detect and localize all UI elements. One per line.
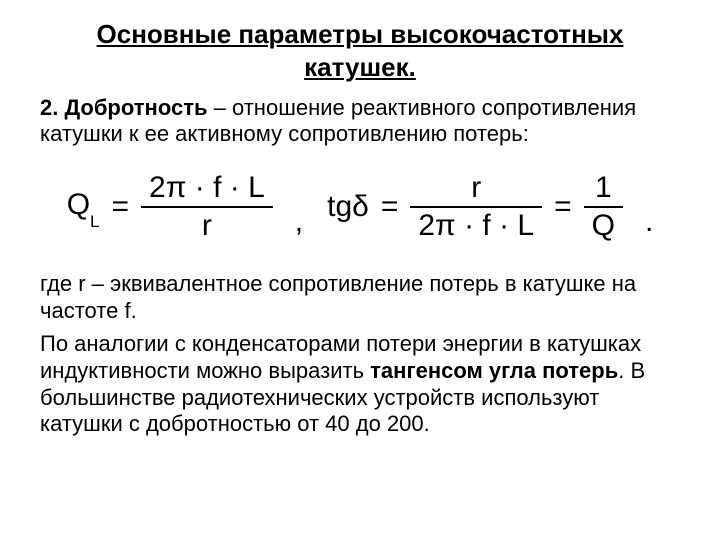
q-numerator: 2π · f · L bbox=[141, 170, 273, 206]
oneq-fraction: 1 Q bbox=[584, 170, 623, 243]
q-subscript: L bbox=[90, 212, 99, 231]
definition-paragraph: 2. Добротность – отношение реактивного с… bbox=[40, 95, 680, 149]
equals-3: = bbox=[554, 192, 572, 222]
where-paragraph: где r – эквивалентное сопротивление поте… bbox=[40, 271, 680, 325]
q-symbol: QL bbox=[67, 190, 100, 224]
tangent-paragraph: По аналогии с конденсаторами потери энер… bbox=[40, 331, 680, 438]
oneq-numerator: 1 bbox=[587, 170, 620, 206]
comma: , bbox=[295, 207, 305, 237]
formula-row: QL = 2π · f · L r , tgδ = r 2π · f · L =… bbox=[40, 170, 680, 243]
page-title: Основные параметры высокочастотных катуш… bbox=[40, 18, 680, 85]
oneq-denominator: Q bbox=[584, 208, 623, 244]
equals-1: = bbox=[112, 192, 130, 222]
formula-tg: tgδ = r 2π · f · L = 1 Q bbox=[327, 170, 623, 243]
period: . bbox=[645, 207, 653, 237]
q-letter: Q bbox=[67, 188, 90, 221]
slide: Основные параметры высокочастотных катуш… bbox=[0, 0, 720, 540]
q-denominator: r bbox=[194, 208, 220, 244]
tg-fraction: r 2π · f · L bbox=[410, 170, 542, 243]
formula-q: QL = 2π · f · L r bbox=[67, 170, 273, 243]
definition-term: 2. Добротность bbox=[40, 95, 208, 120]
equals-2: = bbox=[381, 192, 399, 222]
tangent-bold: тангенсом угла потерь bbox=[370, 358, 618, 383]
tg-numerator: r bbox=[463, 170, 489, 206]
tg-denominator: 2π · f · L bbox=[410, 208, 542, 244]
q-fraction: 2π · f · L r bbox=[141, 170, 273, 243]
tg-symbol: tgδ bbox=[327, 192, 369, 222]
